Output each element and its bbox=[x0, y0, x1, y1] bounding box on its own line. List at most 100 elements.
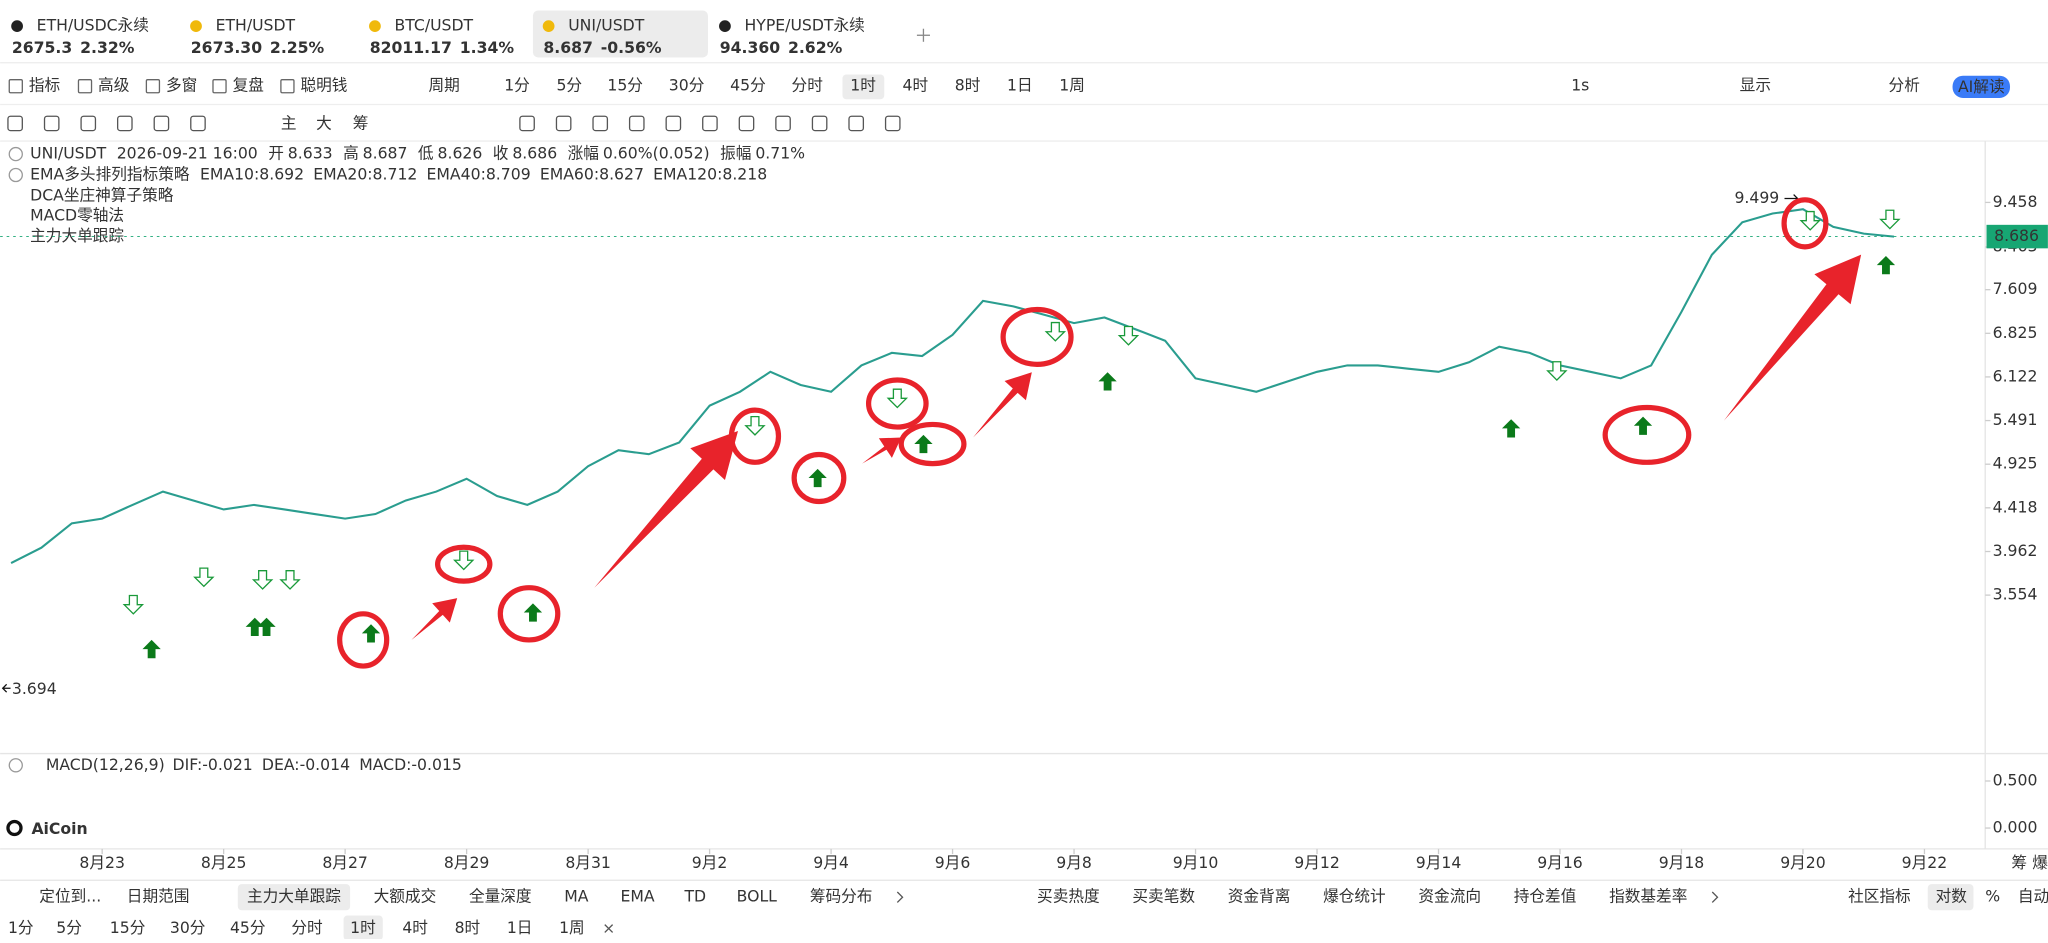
draw-tool-icon[interactable] bbox=[848, 115, 865, 132]
more-chevron[interactable] bbox=[1711, 891, 1719, 903]
draw-tool-icon[interactable] bbox=[190, 115, 206, 132]
tab-change[interactable]: 2.62% bbox=[788, 38, 843, 57]
period-button[interactable]: 1时 bbox=[850, 76, 876, 95]
draw-tool-icon[interactable] bbox=[519, 115, 535, 132]
bottom-button[interactable]: % bbox=[1985, 887, 2000, 906]
tool-button[interactable]: 指标 bbox=[29, 76, 60, 95]
draw-tool-icon[interactable] bbox=[592, 115, 609, 132]
tool-button[interactable]: 复盘 bbox=[233, 76, 264, 95]
indicator-tab[interactable]: 全量深度 bbox=[469, 887, 532, 906]
period-button[interactable]: 1时 bbox=[350, 918, 376, 937]
draw-tool[interactable]: 大 bbox=[316, 114, 332, 133]
toggle-icon[interactable] bbox=[8, 146, 23, 162]
period-button[interactable]: 1周 bbox=[1059, 76, 1085, 95]
period-button[interactable]: 1日 bbox=[507, 918, 533, 937]
tab-symbol[interactable]: ETH/USDT bbox=[216, 16, 296, 35]
indicator-tab[interactable]: 买卖笔数 bbox=[1132, 887, 1195, 906]
bottom-button[interactable]: 日期范围 bbox=[127, 887, 190, 906]
tab-symbol[interactable]: BTC/USDT bbox=[395, 16, 474, 35]
indicator-tab[interactable]: 持仓差值 bbox=[1514, 887, 1577, 906]
period-button[interactable]: 30分 bbox=[669, 76, 705, 95]
indicator-tab[interactable]: 资金背离 bbox=[1228, 887, 1291, 906]
indicator-tab[interactable]: MA bbox=[564, 887, 589, 906]
draw-tool-icon[interactable] bbox=[665, 115, 682, 132]
bottom-button[interactable]: 社区指标 bbox=[1848, 887, 1911, 906]
bottom-button[interactable]: 对数 bbox=[1936, 887, 1968, 906]
period-button[interactable]: 4时 bbox=[903, 76, 929, 95]
indicator-tab[interactable]: TD bbox=[683, 887, 706, 906]
period-button[interactable]: 8时 bbox=[455, 918, 481, 937]
period-button[interactable]: 15分 bbox=[607, 76, 643, 95]
indicator-tab[interactable]: BOLL bbox=[737, 887, 778, 906]
toggle-icon[interactable] bbox=[8, 167, 23, 183]
draw-tool-icon[interactable] bbox=[7, 115, 23, 132]
indicator-name[interactable]: DCA坐庄神算子策略 bbox=[30, 185, 174, 204]
tab-change[interactable]: 1.34% bbox=[460, 38, 515, 57]
period-button[interactable]: 1分 bbox=[8, 918, 34, 937]
add-tab[interactable] bbox=[916, 28, 930, 42]
period-button[interactable]: 45分 bbox=[230, 918, 266, 937]
tab-symbol[interactable]: UNI/USDT bbox=[568, 16, 645, 35]
period-button[interactable]: 5分 bbox=[556, 76, 582, 95]
draw-tool-icon[interactable] bbox=[153, 115, 170, 132]
tool-button[interactable]: 高级 bbox=[98, 76, 130, 95]
draw-tool-icon[interactable] bbox=[80, 115, 97, 132]
period-button[interactable]: 4时 bbox=[402, 918, 428, 937]
draw-tool-icon[interactable] bbox=[555, 115, 572, 132]
indicator-tab[interactable]: 买卖热度 bbox=[1037, 887, 1100, 906]
bottom-button[interactable]: 定位到... bbox=[39, 887, 101, 906]
tab-change[interactable]: 2.25% bbox=[270, 38, 325, 57]
toolbar-button[interactable]: 1s bbox=[1571, 76, 1589, 95]
indicator-tab[interactable]: 指数基差率 bbox=[1609, 887, 1687, 906]
toolbar-button[interactable]: 显示 bbox=[1740, 76, 1771, 95]
indicator-tab[interactable]: 大额成交 bbox=[374, 887, 437, 906]
draw-tool-icon[interactable] bbox=[884, 115, 901, 132]
draw-tool[interactable]: 主 bbox=[281, 114, 297, 133]
toolbar-button[interactable]: 分析 bbox=[1889, 76, 1920, 95]
draw-tool-icon[interactable] bbox=[43, 115, 60, 132]
tab-price[interactable]: 82011.17 bbox=[370, 38, 452, 57]
tool-button[interactable]: 聪明钱 bbox=[300, 76, 347, 95]
close-icon[interactable] bbox=[604, 924, 614, 933]
tab-price[interactable]: 2675.3 bbox=[12, 38, 72, 57]
tab-price[interactable]: 94.360 bbox=[720, 38, 781, 57]
tab-symbol[interactable]: ETH/USDC永续 bbox=[37, 16, 149, 35]
indicator-tab[interactable]: 主力大单跟踪 bbox=[247, 887, 341, 906]
draw-tool-icon[interactable] bbox=[702, 115, 718, 132]
tab-symbol[interactable]: HYPE/USDT永续 bbox=[745, 16, 865, 35]
tab-price[interactable]: 2673.30 bbox=[191, 38, 262, 57]
tab-change[interactable]: -0.56% bbox=[601, 38, 662, 57]
period-button[interactable]: 1周 bbox=[559, 918, 585, 937]
toggle-icon[interactable] bbox=[8, 758, 23, 773]
draw-tool-icon[interactable] bbox=[628, 115, 645, 132]
period-button[interactable]: 1日 bbox=[1007, 76, 1033, 95]
more-chevron[interactable] bbox=[896, 891, 904, 903]
tool-button[interactable]: 多窗 bbox=[166, 76, 197, 95]
draw-tool-icon[interactable] bbox=[775, 115, 791, 132]
period-button[interactable]: 45分 bbox=[730, 76, 766, 95]
indicator-tab[interactable]: 爆仓统计 bbox=[1323, 887, 1386, 906]
tab-price[interactable]: 8.687 bbox=[543, 38, 593, 57]
draw-tool[interactable]: 筹 bbox=[353, 114, 369, 133]
period-button[interactable]: 5分 bbox=[56, 918, 82, 937]
period-button[interactable]: 分时 bbox=[291, 918, 323, 937]
side-button[interactable]: 爆 bbox=[2032, 853, 2048, 872]
period-button[interactable]: 30分 bbox=[170, 918, 206, 937]
side-button[interactable]: 筹 bbox=[2011, 853, 2027, 872]
indicator-tab[interactable]: EMA bbox=[620, 887, 654, 906]
bottom-button[interactable]: 自动 bbox=[2018, 887, 2048, 906]
period-menu[interactable]: 周期 bbox=[428, 76, 459, 95]
period-button[interactable]: 8时 bbox=[955, 76, 981, 95]
period-button[interactable]: 1分 bbox=[504, 76, 530, 95]
draw-tool-icon[interactable] bbox=[116, 115, 133, 132]
indicator-tab[interactable]: 资金流向 bbox=[1418, 887, 1481, 906]
ai-button[interactable]: AI解读 bbox=[1958, 77, 2005, 96]
draw-tool-icon[interactable] bbox=[811, 115, 828, 132]
tab-change[interactable]: 2.32% bbox=[80, 38, 135, 57]
indicator-tab[interactable]: 筹码分布 bbox=[810, 887, 873, 906]
indicator-name[interactable]: MACD零轴法 bbox=[30, 206, 124, 225]
period-button[interactable]: 15分 bbox=[110, 918, 146, 937]
indicator-name[interactable]: 主力大单跟踪 bbox=[30, 226, 124, 245]
period-button[interactable]: 分时 bbox=[792, 76, 824, 95]
draw-tool-icon[interactable] bbox=[738, 115, 755, 132]
